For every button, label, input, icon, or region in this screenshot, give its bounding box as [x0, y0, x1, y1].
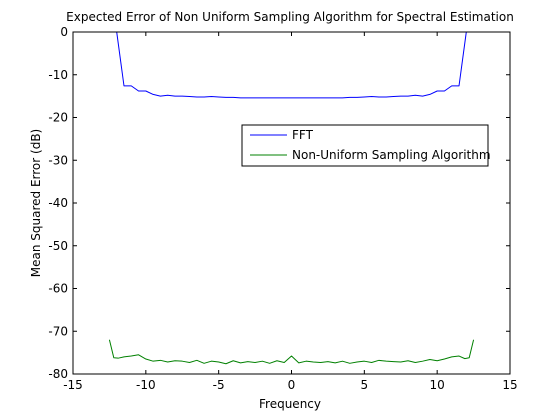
y-tick-label: -60: [48, 282, 68, 296]
legend-label-fft: FFT: [292, 128, 314, 142]
series-line-fft: [109, 31, 474, 99]
y-axis-label: Mean Squared Error (dB): [29, 129, 43, 277]
x-tick-label: 0: [288, 378, 296, 392]
x-tick-label: 10: [430, 378, 445, 392]
legend-box: [241, 124, 489, 167]
y-tick-label: -70: [48, 324, 68, 338]
legend-label-non-uniform: Non-Uniform Sampling Algorithm: [292, 148, 491, 162]
x-tick-label: -5: [213, 378, 225, 392]
x-tick-label: -15: [63, 378, 83, 392]
series-group: [108, 31, 475, 365]
y-tick-label: -50: [48, 239, 68, 253]
plot-area: [73, 32, 510, 374]
y-tick-label: -80: [48, 367, 68, 381]
y-tick-label: -20: [48, 111, 68, 125]
legend: FFT Non-Uniform Sampling Algorithm: [241, 124, 491, 167]
x-tick-label: 15: [502, 378, 517, 392]
plot-frame: [72, 31, 511, 375]
y-tick-label: 0: [60, 25, 68, 39]
x-tick-label: 5: [361, 378, 369, 392]
x-tick-label: -10: [136, 378, 156, 392]
y-tick-label: -40: [48, 196, 68, 210]
y-tick-label: -30: [48, 153, 68, 167]
series-line-non-uniform: [108, 339, 475, 365]
x-axis-label: Frequency: [259, 397, 321, 411]
y-tick-label: -10: [48, 68, 68, 82]
chart-title: Expected Error of Non Uniform Sampling A…: [66, 10, 514, 24]
